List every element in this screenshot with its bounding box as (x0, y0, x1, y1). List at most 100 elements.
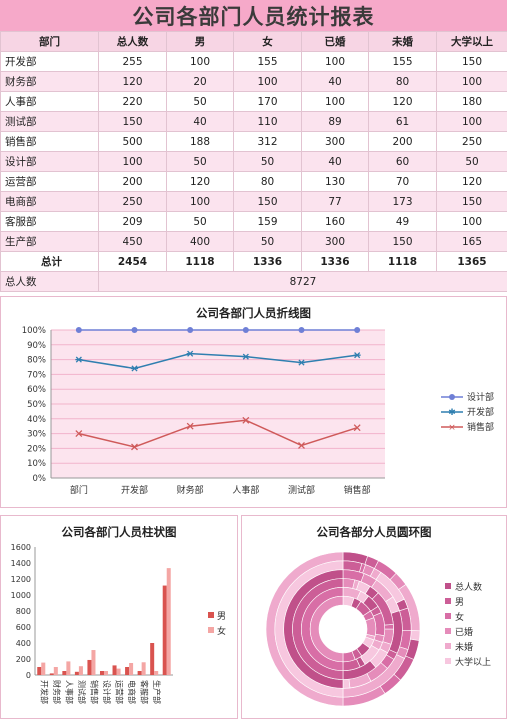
header-cell: 女 (233, 31, 302, 52)
data-point (242, 327, 249, 333)
table-row: 财务部 120 20 100 40 80 100 (0, 71, 507, 92)
legend-label: 设计部 (467, 391, 494, 403)
value-cell: 180 (436, 91, 507, 112)
legend-swatch (445, 658, 451, 664)
x-tick-label: 部门 (70, 484, 88, 496)
x-tick-label: 电商部 (127, 680, 137, 704)
x-tick-label: 开发部 (39, 680, 49, 704)
donut-slice (365, 617, 377, 637)
value-cell: 150 (98, 111, 167, 132)
x-tick-label: 人事部 (64, 680, 74, 704)
table-row: 设计部 100 50 50 40 60 50 (0, 151, 507, 172)
y-tick-label: 60% (27, 385, 46, 395)
data-point (298, 327, 305, 333)
y-tick-label: 20% (27, 444, 46, 454)
y-tick-label: 80% (27, 356, 46, 366)
total-value: 1118 (166, 251, 234, 272)
value-cell: 40 (301, 151, 369, 172)
bar (150, 643, 155, 675)
department-cell: 客服部 (0, 211, 99, 232)
legend-marker (449, 394, 455, 400)
department-cell: 测试部 (0, 111, 99, 132)
value-cell: 50 (166, 151, 234, 172)
value-cell: 50 (436, 151, 507, 172)
value-cell: 200 (368, 131, 437, 152)
grand-total-row: 总人数 8727 (0, 271, 507, 292)
value-cell: 188 (166, 131, 234, 152)
value-cell: 40 (166, 111, 234, 132)
bar (49, 673, 54, 675)
department-cell: 生产部 (0, 231, 99, 252)
legend-label: 男 (217, 611, 226, 622)
value-cell: 100 (436, 111, 507, 132)
value-cell: 100 (166, 51, 234, 72)
header-cell: 已婚 (301, 31, 369, 52)
table-row: 客服部 209 50 159 160 49 100 (0, 211, 507, 232)
y-tick-label: 1400 (11, 559, 31, 568)
x-tick-label: 客服部 (140, 680, 150, 704)
bar (53, 667, 58, 675)
value-cell: 209 (98, 211, 167, 232)
value-cell: 100 (301, 91, 369, 112)
value-cell: 61 (368, 111, 437, 132)
marker-stroke (354, 352, 361, 359)
value-cell: 220 (98, 91, 167, 112)
marker-stroke (131, 365, 138, 372)
bar (66, 661, 71, 675)
total-label: 总计 (0, 251, 99, 272)
bar (154, 671, 159, 675)
data-point (242, 416, 250, 424)
table-row: 生产部 450 400 50 300 150 165 (0, 231, 507, 252)
donut-slice (384, 624, 394, 630)
data-point (75, 430, 83, 438)
marker-stroke (186, 422, 194, 430)
bar (116, 668, 121, 675)
total-value: 1365 (436, 251, 507, 272)
legend-label: 已婚 (455, 626, 473, 638)
bar (125, 667, 130, 675)
legend-marker: × (448, 423, 456, 433)
department-cell: 开发部 (0, 51, 99, 72)
data-point (131, 443, 138, 451)
header-cell: 大学以上 (436, 31, 507, 52)
department-cell: 设计部 (0, 151, 99, 172)
x-tick-label: 运营部 (115, 680, 125, 704)
value-cell: 100 (98, 151, 167, 172)
bar (41, 662, 46, 675)
bar (137, 671, 142, 675)
value-cell: 130 (301, 171, 369, 192)
data-point (187, 327, 194, 333)
series-line-1 (78, 352, 358, 370)
donut-chart-title: 公司各部分人员圆环图 (316, 525, 432, 539)
y-tick-label: 1200 (11, 575, 31, 584)
marker-stroke (353, 424, 361, 432)
legend-swatch (445, 598, 451, 604)
data-point (298, 359, 305, 366)
table-row: 电商部 250 100 150 77 173 150 (0, 191, 507, 212)
y-tick-label: 1600 (11, 543, 31, 552)
value-cell: 49 (368, 211, 437, 232)
value-cell: 100 (436, 211, 507, 232)
y-tick-label: 800 (16, 607, 31, 616)
y-tick-label: 30% (27, 430, 46, 440)
value-cell: 77 (301, 191, 369, 212)
bar (74, 671, 79, 675)
value-cell: 20 (166, 71, 234, 92)
header-cell: 部门 (0, 31, 99, 52)
value-cell: 150 (436, 51, 507, 72)
header-cell: 总人数 (98, 31, 167, 52)
department-cell: 人事部 (0, 91, 99, 112)
value-cell: 500 (98, 131, 167, 152)
value-cell: 173 (368, 191, 437, 212)
marker-stroke (187, 350, 194, 357)
y-tick-label: 0% (33, 474, 47, 484)
data-point (186, 350, 194, 357)
value-cell: 60 (368, 151, 437, 172)
legend-label: 女 (217, 625, 226, 637)
value-cell: 120 (436, 171, 507, 192)
data-point (298, 441, 305, 449)
value-cell: 50 (233, 151, 302, 172)
legend-label: 总人数 (455, 581, 482, 593)
bar (91, 650, 96, 675)
legend-marker: ✱ (448, 408, 456, 418)
